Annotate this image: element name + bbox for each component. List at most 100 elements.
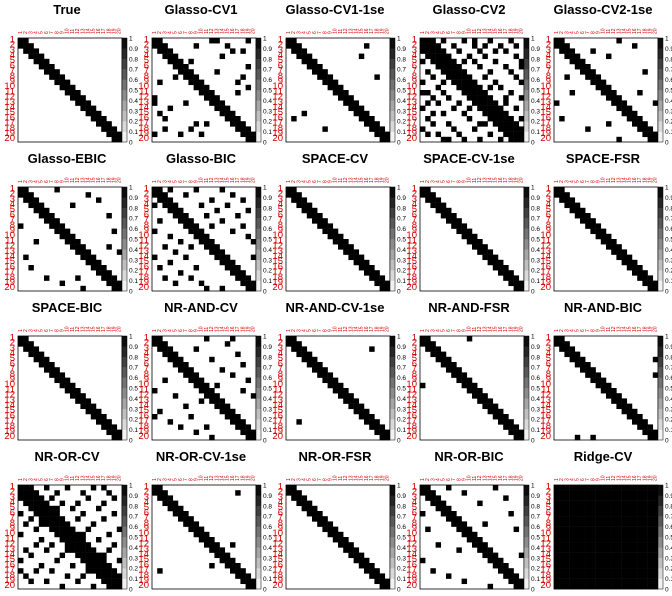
col-tick-label: 18 — [240, 475, 246, 481]
col-tick-label: 14 — [220, 326, 226, 332]
row-tick-label: 2 — [412, 40, 417, 51]
col-tick-label: 17 — [503, 326, 509, 332]
matrix-cell — [38, 495, 45, 501]
matrix-cell — [327, 79, 334, 86]
colorbar-tick-label: 0.2 — [665, 268, 672, 275]
matrix-cell — [518, 126, 525, 132]
matrix-cell — [569, 356, 576, 363]
matrix-cell — [70, 202, 76, 209]
matrix-cell — [477, 244, 483, 250]
matrix-cell — [44, 516, 50, 522]
matrix-cell — [214, 207, 220, 214]
matrix-cell — [606, 121, 612, 127]
matrix-cell — [632, 552, 638, 559]
matrix-cell — [152, 228, 158, 235]
matrix-cell — [435, 43, 442, 49]
matrix-cell — [430, 53, 436, 60]
col-tick-label: 20 — [385, 177, 391, 183]
matrix-cell — [595, 578, 602, 585]
matrix-cell — [642, 578, 648, 585]
colorbar-segment — [256, 408, 261, 420]
matrix-cell — [188, 414, 194, 420]
row-tick-label: 2 — [278, 189, 283, 200]
matrix-cell — [240, 275, 246, 281]
row-tick-label: 14 — [4, 251, 15, 262]
matrix-cell — [245, 275, 252, 281]
matrix-cell — [585, 542, 591, 548]
matrix-cell — [451, 218, 457, 224]
matrix-cell — [606, 505, 612, 512]
matrix-cell — [317, 362, 323, 368]
matrix-cell — [487, 583, 494, 590]
matrix-cell — [379, 131, 386, 138]
colorbar-segment — [256, 485, 261, 496]
colorbar-tick-label: 0.4 — [263, 247, 272, 254]
row-tick-label: 1 — [144, 183, 149, 194]
matrix-cell — [353, 105, 360, 112]
colorbar-segment — [658, 557, 663, 569]
matrix-cell — [162, 346, 168, 352]
matrix-cell — [85, 568, 92, 574]
matrix-cell — [430, 568, 436, 574]
matrix-cell — [116, 429, 123, 436]
colorbar-tick-label: 0.3 — [531, 257, 540, 264]
colorbar-tick-label: 0.3 — [531, 108, 540, 115]
matrix-cell — [637, 583, 643, 590]
matrix-cell — [440, 53, 447, 60]
col-tick-label: 18 — [508, 28, 514, 34]
col-tick-label: 16 — [230, 475, 236, 481]
matrix-cell — [430, 43, 436, 49]
matrix-cell — [106, 573, 112, 579]
colorbar-segment — [658, 131, 663, 143]
matrix-cell — [250, 285, 257, 292]
matrix-cell — [440, 69, 447, 75]
matrix-cell — [637, 121, 643, 127]
colorbar-segment — [658, 429, 663, 441]
matrix-cell — [167, 233, 174, 240]
matrix-cell — [569, 495, 576, 501]
matrix-cell — [508, 270, 514, 276]
matrix-cell — [96, 563, 102, 569]
matrix-cell — [167, 356, 174, 363]
matrix-cell — [44, 64, 50, 70]
matrix-cell — [492, 105, 499, 112]
row-tick-label: 2 — [412, 487, 417, 498]
matrix-cell — [606, 578, 612, 585]
col-tick-label: 5 — [441, 478, 447, 481]
matrix-cell — [70, 531, 76, 538]
matrix-cell — [49, 64, 55, 70]
matrix-cell — [616, 249, 622, 255]
row-tick-label: 10 — [4, 528, 15, 539]
matrix-cell — [54, 505, 60, 512]
col-tick-label: 8 — [590, 478, 596, 481]
matrix-cell — [245, 64, 252, 70]
matrix-cell — [461, 382, 468, 389]
matrix-cell — [606, 500, 612, 507]
colorbar-segment — [390, 90, 395, 101]
matrix-cell — [461, 521, 468, 527]
matrix-cell — [235, 275, 241, 281]
matrix-cell — [353, 259, 360, 266]
matrix-cell — [518, 429, 525, 436]
row-tick-label: 5 — [412, 502, 417, 513]
matrix-cell — [559, 336, 565, 342]
matrix-cell — [198, 228, 205, 235]
matrix-cell — [101, 419, 107, 425]
panel-nr-and-cv: NR-AND-CV 1 2 3 4 5 6 7 8 9 10 11 12 13 14 15 16 17 18 19 20… — [134, 298, 272, 447]
colorbar-segment — [256, 526, 261, 538]
col-tick-label: 10 — [467, 177, 473, 183]
matrix-cell — [611, 568, 617, 574]
matrix-cell — [80, 244, 86, 250]
matrix-cell — [564, 568, 570, 574]
row-tick-label: 15 — [272, 107, 283, 118]
matrix-cell — [637, 495, 643, 501]
matrix-cell — [564, 351, 570, 358]
row-tick-label: 8 — [278, 220, 283, 231]
col-tick-label: 15 — [359, 475, 365, 481]
col-tick-label: 3 — [28, 180, 34, 183]
matrix-cell — [106, 531, 112, 538]
matrix-cell — [425, 490, 431, 496]
